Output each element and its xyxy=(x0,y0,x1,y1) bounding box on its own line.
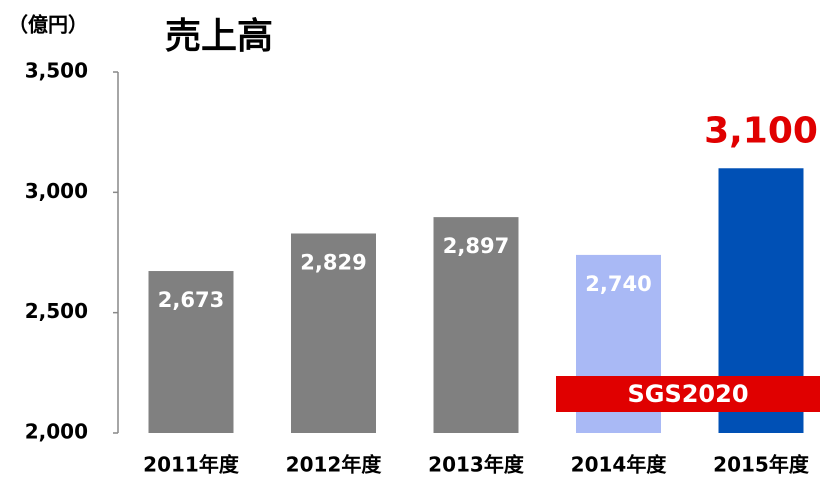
x-tick-label: 2012年度 xyxy=(286,453,383,477)
value-label: 2,829 xyxy=(300,250,366,274)
y-tick-label: 3,500 xyxy=(25,59,88,83)
unit-label: （億円） xyxy=(8,13,88,37)
bar xyxy=(291,233,376,433)
x-tick-label: 2011年度 xyxy=(143,453,240,477)
bar xyxy=(433,217,519,433)
value-label: 2,897 xyxy=(443,234,509,258)
x-tick-label: 2014年度 xyxy=(571,453,668,477)
value-label: 2,740 xyxy=(585,272,651,296)
chart-title: 売上高 xyxy=(165,16,273,57)
x-tick-label: 2015年度 xyxy=(713,453,810,477)
y-tick-label: 3,000 xyxy=(25,179,88,203)
y-tick-label: 2,000 xyxy=(25,420,88,444)
value-label: 3,100 xyxy=(704,110,818,151)
value-label: 2,673 xyxy=(158,288,224,312)
annotation: SGS2020 xyxy=(627,380,748,408)
y-tick-label: 2,500 xyxy=(25,299,88,323)
annotation-box xyxy=(556,376,820,412)
x-tick-label: 2013年度 xyxy=(428,453,525,477)
bar xyxy=(148,271,234,433)
